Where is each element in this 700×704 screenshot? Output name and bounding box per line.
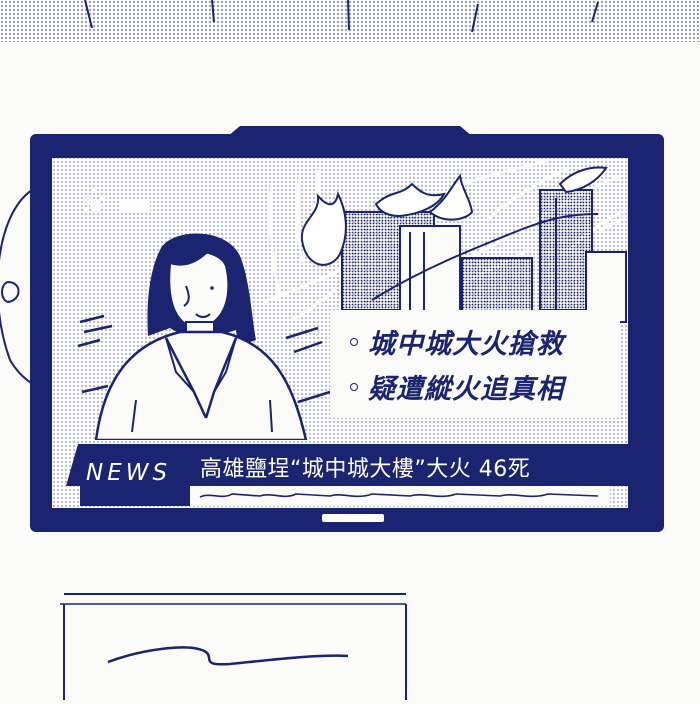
- flames: [300, 166, 608, 266]
- next-panel: [60, 593, 407, 700]
- news-label: NEWS: [86, 460, 172, 486]
- top-panel-strip: [0, 0, 700, 42]
- caption-text-1: 城中城大火搶救: [368, 329, 564, 360]
- ticker-scribble: [199, 493, 599, 498]
- caption-line-1: 城中城大火搶救: [350, 322, 620, 361]
- ticker-headline: 高雄鹽埕“城中城大樓”大火 46死: [200, 457, 531, 482]
- caption-text-2: 疑遭縱火追真相: [368, 374, 564, 405]
- motion-lines: [77, 314, 331, 404]
- scribble-line: [107, 646, 349, 666]
- news-caption: 城中城大火搶救 疑遭縱火追真相: [330, 310, 620, 418]
- bullet-icon: [350, 382, 358, 391]
- news-ticker-bar: [52, 440, 628, 508]
- bullet-icon: [350, 337, 358, 346]
- station-logo-icon: [83, 187, 150, 213]
- station-logo-text: [116, 198, 156, 214]
- news-anchor: [94, 233, 308, 442]
- caption-box-bg: [330, 310, 620, 418]
- tv-screen: [52, 158, 628, 508]
- caption-line-2: 疑遭縱火追真相: [350, 367, 620, 406]
